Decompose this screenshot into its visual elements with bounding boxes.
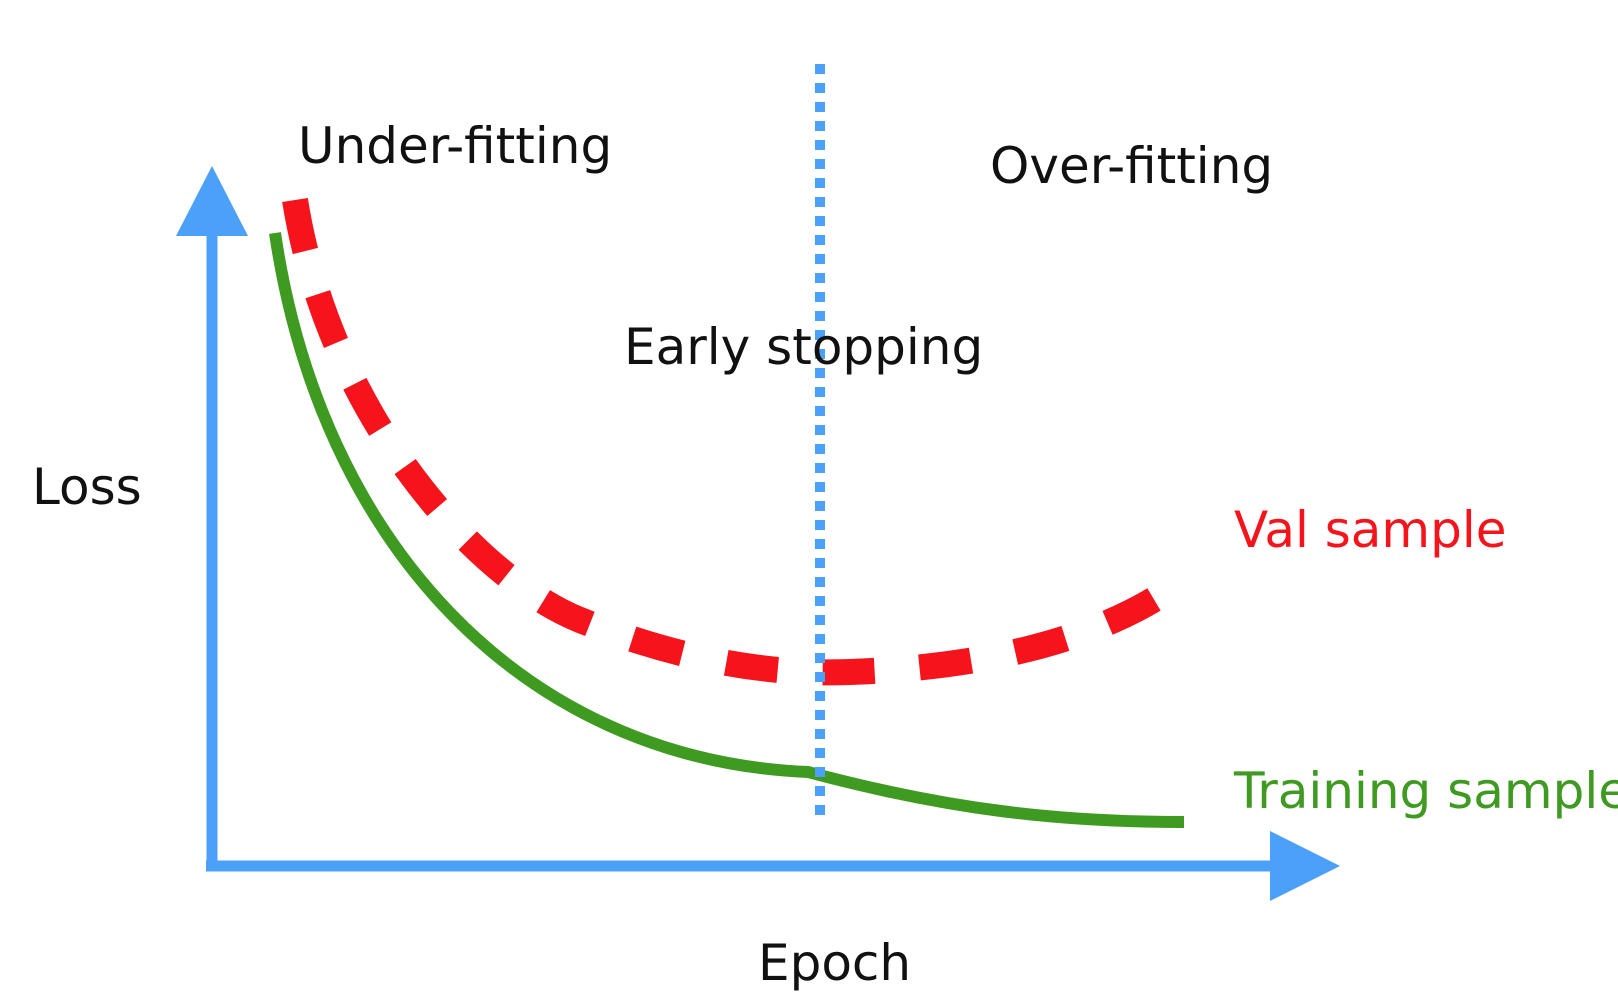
early-stopping-label: Early stopping	[624, 318, 983, 376]
val-series-label: Val sample	[1234, 501, 1507, 559]
training-series-label: Training sample	[1233, 762, 1618, 820]
validation-curve	[282, 197, 1165, 686]
underfitting-label: Under-fitting	[298, 117, 612, 175]
x-axis-arrowhead	[1270, 831, 1340, 901]
training-curve	[269, 232, 1185, 828]
x-axis-label: Epoch	[758, 934, 911, 992]
y-axis-arrowhead	[176, 166, 248, 236]
y-axis-label: Loss	[32, 458, 142, 516]
overfitting-label: Over-fitting	[990, 137, 1273, 195]
